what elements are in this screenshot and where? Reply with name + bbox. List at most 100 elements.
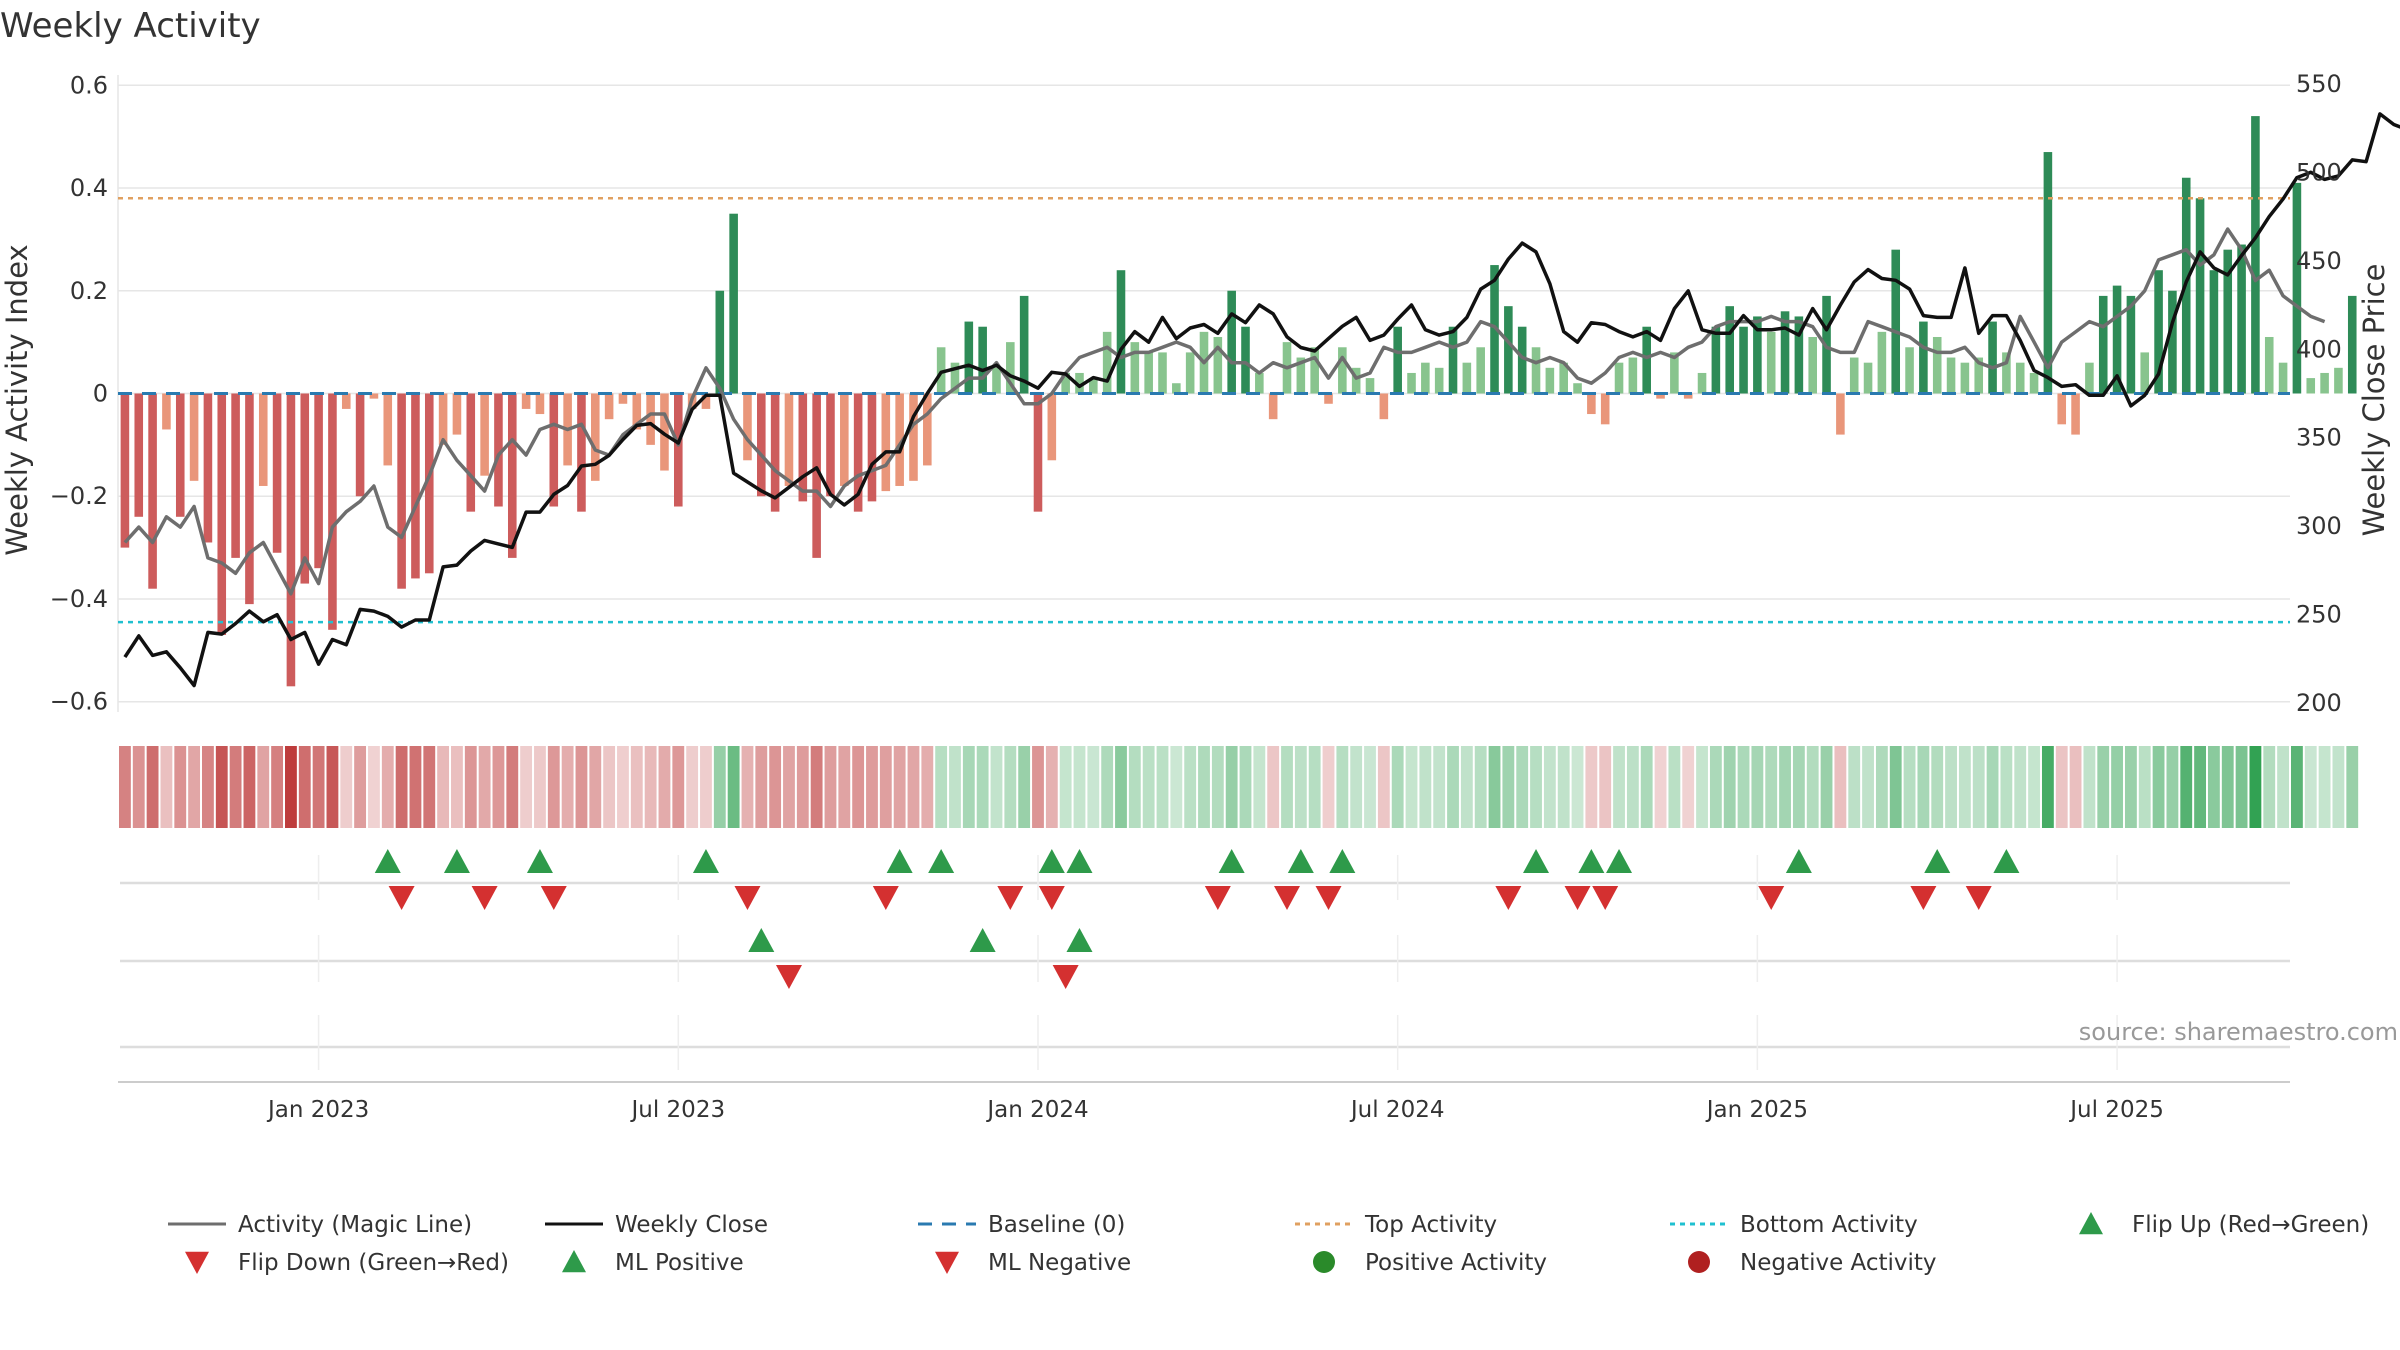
legend-triangle-up-icon <box>562 1250 586 1273</box>
heat-cell <box>1765 746 1778 828</box>
heat-cell <box>1198 746 1210 828</box>
activity-bar <box>1393 326 1402 394</box>
flip-down-marker <box>1038 885 1065 910</box>
legend-label: ML Negative <box>988 1250 1131 1276</box>
activity-bar <box>701 393 711 409</box>
heat-cell <box>2235 746 2248 828</box>
activity-bar <box>2347 295 2357 394</box>
flip-down-marker <box>540 885 567 910</box>
activity-bar <box>1753 316 1762 394</box>
heat-cell <box>1419 746 1432 828</box>
time-tick-label: Jul 2023 <box>629 1097 725 1123</box>
heat-cell <box>769 746 782 828</box>
legend-item: Flip Up (Red→Green) <box>2079 1212 2369 1238</box>
heat-cell <box>1530 746 1542 828</box>
activity-bar <box>507 393 517 558</box>
activity-bar <box>909 393 918 481</box>
activity-bar <box>1421 362 1430 394</box>
activity-bar <box>2195 198 2205 394</box>
activity-bar <box>1019 295 1029 394</box>
heat-cell <box>2180 746 2193 828</box>
activity-bar <box>2334 367 2343 394</box>
ml-positive-marker <box>748 928 775 953</box>
activity-bar <box>1130 342 1140 394</box>
legend-item: Negative Activity <box>1688 1250 1937 1276</box>
legend-label: Baseline (0) <box>988 1212 1125 1238</box>
activity-bar <box>1365 378 1375 394</box>
heat-cell <box>2304 746 2317 828</box>
activity-bar <box>162 393 171 430</box>
heat-cell <box>520 746 533 828</box>
weekly-close-series <box>123 112 2400 688</box>
heat-cell <box>1972 746 1985 828</box>
flip-down-marker <box>872 885 899 910</box>
heat-cell <box>879 746 892 828</box>
activity-bar <box>397 393 406 589</box>
heat-cell <box>381 746 394 828</box>
activity-bar <box>978 326 987 394</box>
heat-cell <box>575 746 588 828</box>
heat-cell <box>1128 746 1141 828</box>
heat-cell <box>1267 746 1280 828</box>
heat-cell <box>547 746 560 828</box>
heat-cell <box>1668 746 1681 828</box>
activity-bar <box>355 393 365 497</box>
activity-bar <box>521 393 531 409</box>
flip-up-marker <box>692 849 719 874</box>
activity-bar <box>1780 311 1790 394</box>
activity-bar <box>757 393 766 497</box>
heat-cell <box>672 746 685 828</box>
activity-bar <box>923 393 932 466</box>
activity-bar <box>1296 357 1306 394</box>
flip-up-marker <box>1578 849 1605 874</box>
heat-cell <box>2263 746 2276 828</box>
flip-up-marker <box>1287 849 1314 874</box>
heat-cell <box>1682 746 1695 828</box>
activity-bar <box>1351 367 1361 394</box>
heat-cell <box>1364 746 1376 828</box>
activity-bar <box>618 393 628 404</box>
heat-cell <box>1156 746 1169 828</box>
flip-up-marker <box>443 849 470 874</box>
activity-bar <box>1338 347 1347 394</box>
activity-bar <box>1061 372 1070 394</box>
heat-cell <box>1004 746 1017 828</box>
right-tick-label: 200 <box>2296 689 2342 717</box>
heat-cell <box>2346 746 2359 828</box>
activity-heat-strip <box>119 746 2359 828</box>
activity-bar <box>646 393 655 445</box>
heat-cell <box>1447 746 1459 828</box>
heat-cell <box>326 746 339 828</box>
legend-item: Flip Down (Green→Red) <box>185 1250 509 1276</box>
activity-bar <box>1877 331 1887 394</box>
heat-cell <box>1308 746 1321 828</box>
activity-bar <box>438 393 448 445</box>
flip-down-marker <box>1910 885 1937 910</box>
flip-down-marker <box>997 885 1024 910</box>
activity-bar <box>632 393 642 430</box>
activity-bar <box>2140 352 2150 394</box>
legend: Activity (Magic Line) Weekly Close Baselin… <box>168 1212 2369 1276</box>
flip-down-marker <box>388 885 415 910</box>
activity-bar <box>2002 352 2011 394</box>
legend-label: Activity (Magic Line) <box>238 1212 472 1238</box>
activity-bar <box>1089 378 1098 394</box>
activity-bar <box>1697 372 1707 394</box>
activity-bar <box>2015 362 2025 394</box>
heat-cell <box>298 746 311 828</box>
heat-cell <box>423 746 436 828</box>
chart-title: Weekly Activity <box>0 6 261 46</box>
activity-bar <box>1158 352 1167 394</box>
activity-bar <box>1075 372 1084 394</box>
activity-bar <box>1255 372 1264 394</box>
flip-down-marker <box>471 885 498 910</box>
ml-negative-marker <box>775 964 802 989</box>
legend-item: Bottom Activity <box>1670 1212 1918 1238</box>
heat-cell <box>686 746 699 828</box>
heat-cell <box>1571 746 1584 828</box>
heat-cell <box>561 746 574 828</box>
heat-cell <box>644 746 657 828</box>
heat-cell <box>2221 746 2234 828</box>
left-axis-label: Weekly Activity Index <box>0 244 34 555</box>
activity-bar <box>1946 357 1956 394</box>
